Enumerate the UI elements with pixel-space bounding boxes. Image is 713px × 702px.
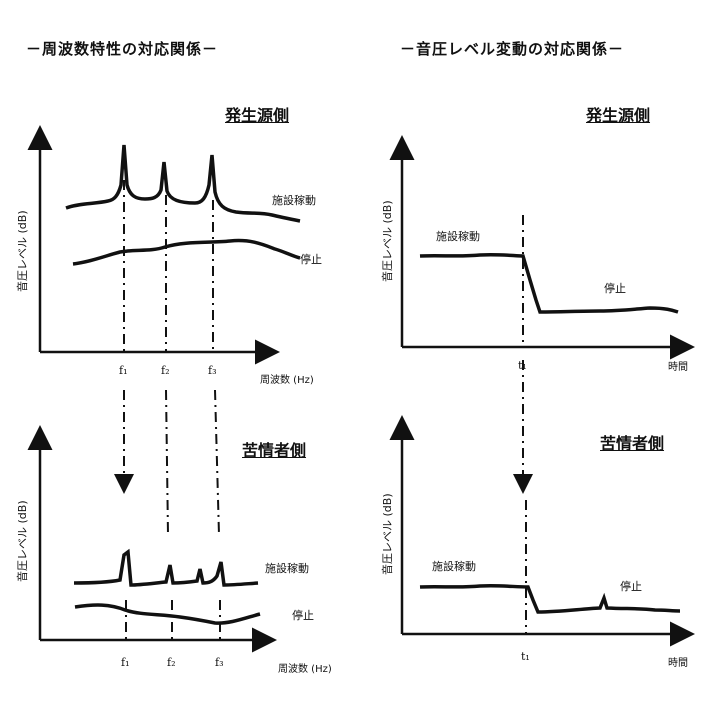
left-bottom-tick-f1: f₁ (121, 656, 130, 669)
right-bottom-tick-t1: t₁ (521, 650, 530, 663)
left-top-tick-f2: f₂ (161, 364, 170, 377)
left-bottom-side-title: 苦情者側 (242, 441, 307, 460)
left-bottom-tick-f3: f₃ (215, 656, 224, 669)
right-bottom-y-label: 音圧レベル (dB) (381, 493, 394, 575)
left-bottom-axes (27, 425, 277, 653)
right-top-axes (389, 135, 695, 360)
right-top-curve-on-label: 施設稼動 (436, 230, 480, 243)
left-top-x-label: 周波数 (Hz) (260, 375, 314, 386)
left-top-curve-on (65, 144, 301, 223)
left-bottom-curve-off-label: 停止 (292, 609, 314, 622)
left-top-tick-f3: f₃ (208, 364, 217, 377)
left-top-curve-on-label: 施設稼動 (272, 194, 316, 207)
left-bottom-tick-f2: f₂ (167, 656, 176, 669)
left-top-curve-off-label: 停止 (300, 253, 322, 266)
right-top-tick-t1: t₁ (518, 359, 527, 372)
left-bottom-y-label: 音圧レベル (dB) (16, 500, 29, 582)
right-header: －音圧レベル変動の対応関係－ (400, 40, 625, 58)
left-top-tick-f1: f₁ (119, 364, 128, 377)
left-top-side-title: 発生源側 (225, 106, 290, 125)
right-bottom-axes (389, 415, 695, 647)
right-bottom-curve-on-label: 施設稼動 (432, 560, 476, 573)
left-top-y-label: 音圧レベル (dB) (16, 210, 29, 292)
left-correspondence-lines (114, 180, 221, 640)
right-bottom-x-label: 時間 (668, 658, 688, 669)
right-top-x-label: 時間 (668, 362, 688, 373)
right-top-curve-off-label: 停止 (604, 282, 626, 295)
left-top-axes (27, 125, 280, 365)
right-bottom-side-title: 苦情者側 (600, 434, 665, 453)
left-bottom-curve-on (73, 548, 259, 587)
left-bottom-curve-off (74, 603, 261, 625)
right-top-side-title: 発生源側 (586, 106, 651, 125)
left-header: －周波数特性の対応関係－ (26, 40, 219, 58)
left-top-curve-off (72, 238, 301, 266)
right-top-curve (419, 252, 679, 314)
left-bottom-curve-on-label: 施設稼動 (265, 562, 309, 575)
left-bottom-x-label: 周波数 (Hz) (278, 664, 332, 675)
right-bottom-curve (419, 583, 681, 614)
right-top-y-label: 音圧レベル (dB) (381, 200, 394, 282)
right-bottom-curve-off-label: 停止 (620, 580, 642, 593)
